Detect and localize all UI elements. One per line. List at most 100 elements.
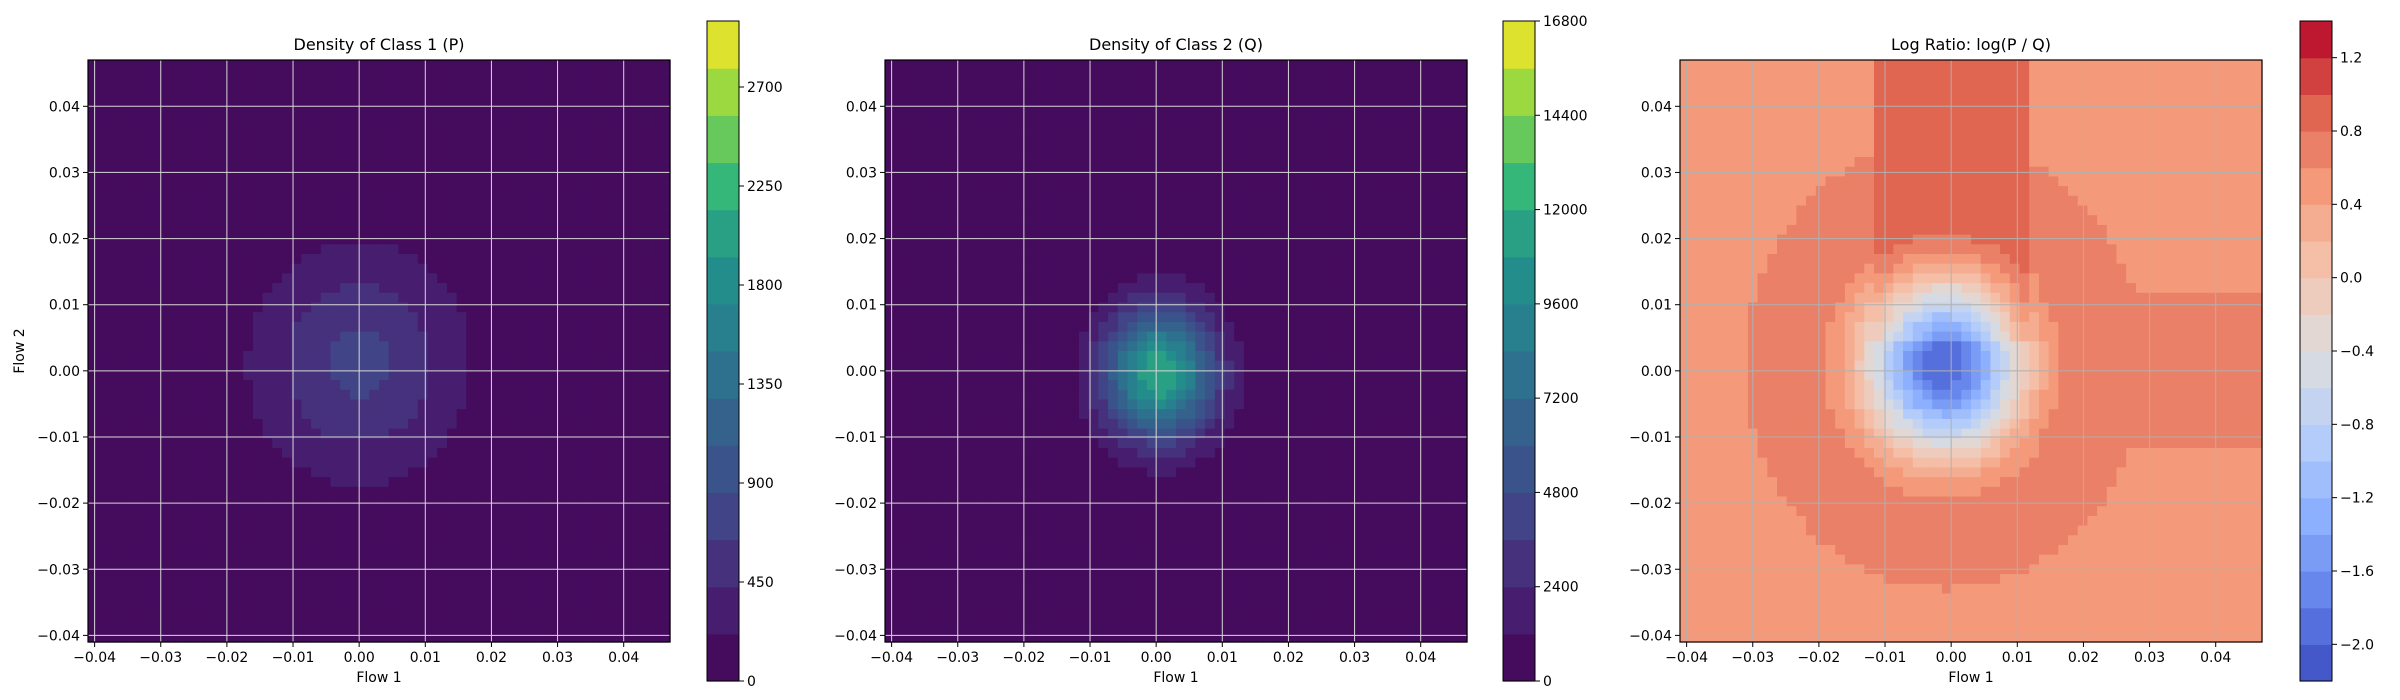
heatmap-cell	[1059, 331, 1070, 342]
heatmap-cell	[272, 612, 283, 624]
heatmap-cell	[136, 98, 147, 110]
heatmap-cell	[126, 380, 138, 391]
heatmap-cell	[311, 496, 322, 507]
heatmap-cell	[514, 603, 526, 614]
heatmap-cell	[991, 360, 1002, 371]
heatmap-cell	[446, 477, 458, 488]
heatmap-cell	[456, 438, 467, 449]
heatmap-cell	[505, 612, 516, 624]
heatmap-cell	[582, 254, 593, 265]
heatmap-cell	[1040, 380, 1051, 391]
x-axis-label: Flow 1	[356, 670, 401, 686]
heatmap-cell	[923, 215, 935, 226]
heatmap-cell	[349, 254, 361, 265]
heatmap-cell	[359, 370, 370, 381]
heatmap-cell	[621, 224, 632, 236]
heatmap-cell	[369, 205, 380, 216]
heatmap-cell	[505, 60, 516, 71]
heatmap-cell	[991, 186, 1002, 197]
heatmap-cell	[282, 312, 293, 323]
heatmap-cell	[282, 593, 293, 604]
heatmap-cell	[543, 98, 555, 110]
heatmap-cell	[379, 176, 390, 187]
heatmap-cell	[359, 176, 370, 187]
heatmap-cell	[476, 486, 487, 498]
heatmap-cell	[505, 632, 516, 643]
heatmap-cell	[126, 254, 138, 265]
heatmap-cell	[456, 380, 467, 391]
heatmap-cell	[972, 127, 983, 139]
heatmap-cell	[1049, 137, 1061, 148]
heatmap-cell	[214, 263, 225, 274]
heatmap-cell	[553, 312, 564, 323]
heatmap-cell	[495, 263, 506, 274]
heatmap-cell	[991, 351, 1002, 362]
heatmap-cell	[476, 205, 487, 216]
heatmap-cell	[320, 457, 332, 468]
heatmap-cell	[1011, 273, 1022, 284]
heatmap-cell	[1069, 409, 1080, 420]
heatmap-cell	[914, 380, 925, 391]
heatmap-cell	[495, 448, 506, 459]
heatmap-cell	[252, 593, 264, 604]
heatmap-cell	[330, 545, 341, 556]
heatmap-cell	[592, 583, 603, 595]
heatmap-cell	[311, 632, 322, 643]
heatmap-cell	[1040, 351, 1051, 362]
heatmap-cell	[330, 254, 341, 265]
heatmap-cell	[1030, 312, 1041, 323]
heatmap-cell	[456, 98, 467, 110]
heatmap-cell	[972, 593, 983, 604]
heatmap-cell	[388, 98, 399, 110]
heatmap-cell	[1079, 496, 1090, 507]
heatmap-cell	[923, 176, 935, 187]
heatmap-cell	[320, 612, 332, 624]
heatmap-cell	[359, 234, 370, 245]
heatmap-cell	[631, 254, 642, 265]
heatmap-cell	[408, 622, 419, 633]
heatmap-cell	[1020, 515, 1032, 527]
heatmap-cell	[933, 457, 944, 468]
heatmap-cell	[904, 176, 915, 187]
heatmap-cell	[543, 147, 555, 158]
heatmap-cell	[923, 186, 935, 197]
heatmap-cell	[136, 195, 147, 207]
heatmap-cell	[495, 176, 506, 187]
heatmap-cell	[427, 147, 438, 158]
heatmap-cell	[563, 341, 574, 352]
heatmap-cell	[466, 234, 477, 245]
heatmap-cell	[252, 515, 264, 527]
heatmap-cell	[982, 157, 993, 168]
heatmap-cell	[446, 205, 458, 216]
heatmap-cell	[282, 157, 293, 168]
heatmap-cell	[233, 263, 244, 274]
heatmap-cell	[320, 157, 332, 168]
heatmap-cell	[505, 370, 516, 381]
heatmap-cell	[379, 370, 390, 381]
heatmap-cell	[982, 118, 993, 129]
heatmap-cell	[252, 477, 264, 488]
heatmap-cell	[1001, 263, 1012, 274]
heatmap-cell	[214, 428, 225, 439]
heatmap-cell	[214, 554, 225, 565]
heatmap-cell	[1059, 467, 1070, 478]
heatmap-cell	[185, 157, 196, 168]
heatmap-cell	[359, 593, 370, 604]
heatmap-cell	[943, 622, 954, 633]
heatmap-cell	[524, 312, 535, 323]
heatmap-cell	[1011, 157, 1022, 168]
heatmap-cell	[466, 428, 477, 439]
heatmap-cell	[146, 554, 157, 565]
heatmap-cell	[165, 554, 176, 565]
heatmap-cell	[330, 399, 341, 410]
heatmap-cell	[543, 438, 555, 449]
heatmap-cell	[88, 331, 99, 342]
heatmap-cell	[369, 283, 380, 294]
heatmap-cell	[252, 263, 264, 274]
heatmap-cell	[1020, 224, 1032, 236]
heatmap-cell	[505, 496, 516, 507]
heatmap-cell	[524, 89, 535, 100]
heatmap-cell	[446, 409, 458, 420]
heatmap-cell	[1040, 137, 1051, 148]
heatmap-cell	[650, 331, 661, 342]
